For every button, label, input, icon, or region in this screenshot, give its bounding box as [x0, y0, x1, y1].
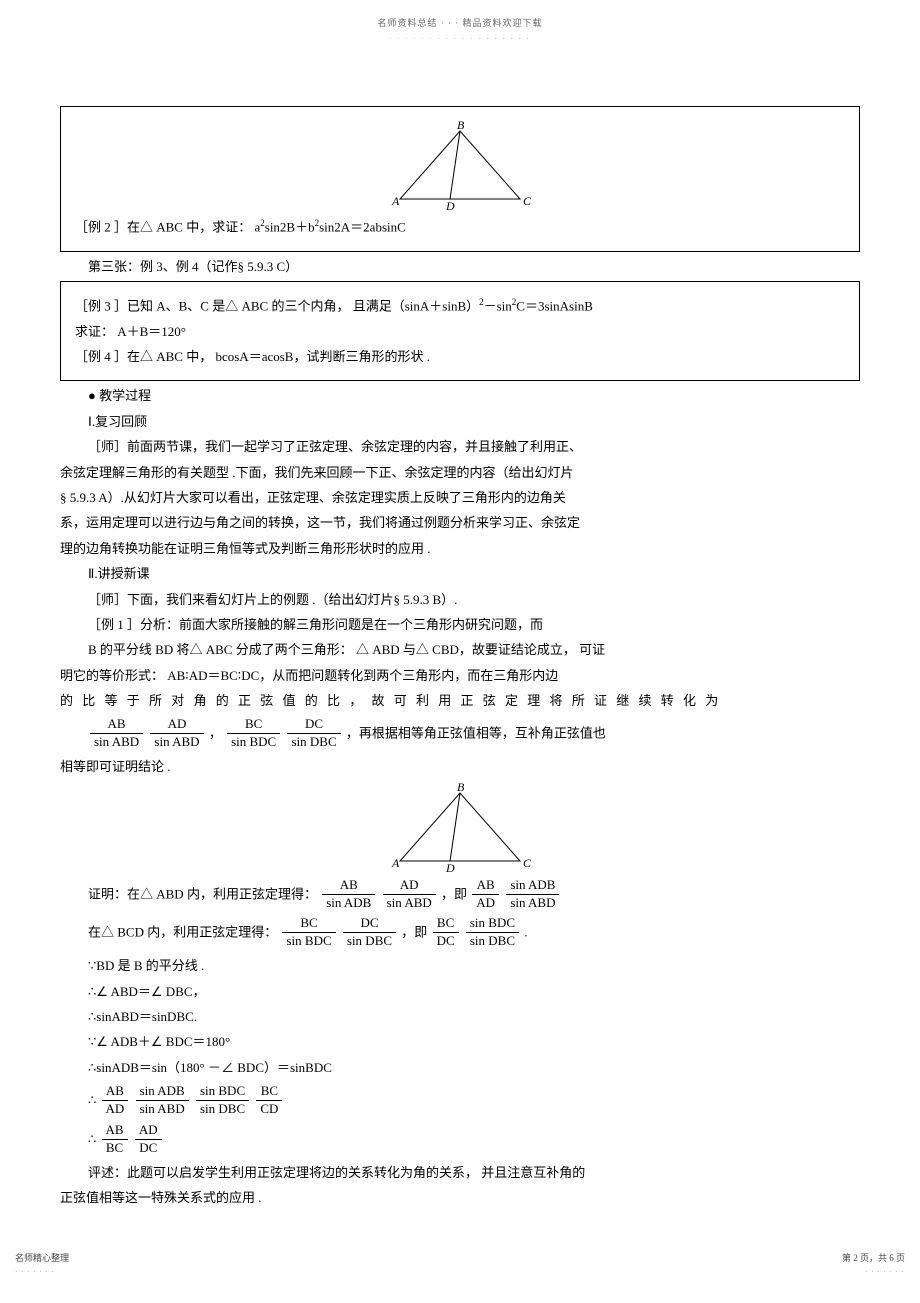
frac-dc-sindbc: DCsin DBC: [287, 716, 340, 751]
review-para-2: 正弦值相等这一特殊关系式的应用 .: [60, 1186, 860, 1209]
review-para-1: 评述：此题可以启发学生利用正弦定理将边的关系转化为角的关系， 并且注意互补角的: [60, 1161, 860, 1184]
vertex-c: C: [523, 194, 532, 208]
proof-line-3: ∵BD 是 B 的平分线 .: [60, 954, 860, 977]
frac-ab-sinabd: ABsin ABD: [90, 716, 143, 751]
example-3-text: ［例 3 ］已知 A、B、C 是△ ABC 的三个内角， 且满足（sinA＋si…: [75, 294, 845, 318]
proof-line-1: 证明：在△ ABD 内，利用正弦定理得： ABsin ADB ADsin ABD…: [60, 877, 860, 912]
footer-left-dots: · · · · · · ·: [15, 1266, 69, 1279]
proof-line-2: 在△ BCD 内，利用正弦定理得： BCsin BDC DCsin DBC ，即…: [60, 915, 860, 950]
proof-line-7: ∴sinADB＝sin（180° －∠ BDC）＝sinBDC: [60, 1056, 860, 1079]
review-heading: Ⅰ.复习回顾: [60, 410, 860, 433]
teach-new-heading: Ⅱ.讲授新课: [60, 562, 860, 585]
para-5: 理的边角转换功能在证明三角恒等式及判断三角形形状时的应用 .: [60, 537, 860, 560]
frac-bc-sinbdc: BCsin BDC: [227, 716, 280, 751]
para-4: 系，运用定理可以进行边与角之间的转换，这一节，我们将通过例题分析来学习正、余弦定: [60, 511, 860, 534]
vertex-d: D: [445, 199, 455, 211]
vertex-a-2: A: [391, 856, 400, 870]
vertex-d-2: D: [445, 861, 455, 873]
vertex-a: A: [391, 194, 400, 208]
third-slide-label: 第三张：例 3、例 4（记作§ 5.9.3 C）: [60, 255, 860, 278]
para-6: ［师］下面，我们来看幻灯片上的例题 .（给出幻灯片§ 5.9.3 B）.: [60, 588, 860, 611]
para-7: ［例 1 ］分析：前面大家所接触的解三角形问题是在一个三角形内研究问题，而: [60, 613, 860, 636]
fraction-line-1: ABsin ABD ADsin ABD ， BCsin BDC DCsin DB…: [60, 716, 860, 751]
header-dots: · · · · · · · · · · · · · · · · · ·: [60, 33, 860, 46]
triangle-diagram-2: A B C D: [380, 783, 540, 873]
vertex-c-2: C: [523, 856, 532, 870]
para-9: 明它的等价形式： AB∶AD＝BC∶DC，从而把问题转化到两个三角形内，而在三角…: [60, 664, 860, 687]
proof-line-5: ∴sinABD＝sinDBC.: [60, 1005, 860, 1028]
example-box-1: A B C D ［例 2 ］在△ ABC 中，求证： a2sin2B＋b2sin…: [60, 106, 860, 252]
para-12: 相等即可证明结论 .: [60, 755, 860, 778]
para-3: § 5.9.3 A）.从幻灯片大家可以看出，正弦定理、余弦定理实质上反映了三角形…: [60, 486, 860, 509]
example-2-text: ［例 2 ］在△ ABC 中，求证： a2sin2B＋b2sin2A＝2absi…: [75, 215, 845, 239]
example-4-text: ［例 4 ］在△ ABC 中， bcosA＝acosB，试判断三角形的形状 .: [75, 345, 845, 368]
frac-ad-sinabd: ADsin ABD: [150, 716, 203, 751]
footer-left-text: 名师精心整理: [15, 1250, 69, 1266]
para-8: B 的平分线 BD 将△ ABC 分成了两个三角形： △ ABD 与△ CBD，…: [60, 638, 860, 661]
example-3-prove: 求证： A＋B＝120°: [75, 320, 845, 343]
proof-line-6: ∵∠ ADB＋∠ BDC＝180°: [60, 1030, 860, 1053]
triangle-diagram-1: A B C D: [380, 121, 540, 211]
vertex-b: B: [457, 121, 465, 132]
header-title: 名师资料总结 · · · 精品资料欢迎下载: [60, 15, 860, 31]
footer-right-dots: · · · · · · ·: [842, 1266, 905, 1279]
para-10: 的 比 等 于 所 对 角 的 正 弦 值 的 比 ， 故 可 利 用 正 弦 …: [60, 689, 860, 712]
proof-line-8: ∴ ABAD sin ADBsin ABD sin BDCsin DBC BCC…: [60, 1083, 860, 1118]
proof-line-4: ∴∠ ABD＝∠ DBC，: [60, 980, 860, 1003]
vertex-b-2: B: [457, 783, 465, 794]
para-1: ［师］前面两节课，我们一起学习了正弦定理、余弦定理的内容，并且接触了利用正、: [60, 435, 860, 458]
footer-right-text: 第 2 页，共 6 页: [842, 1250, 905, 1266]
proof-line-9: ∴ ABBC ADDC: [60, 1122, 860, 1157]
teaching-process-heading: ● 教学过程: [60, 384, 860, 407]
para-2: 余弦定理解三角形的有关题型 .下面，我们先来回顾一下正、余弦定理的内容（给出幻灯…: [60, 461, 860, 484]
example-box-2: ［例 3 ］已知 A、B、C 是△ ABC 的三个内角， 且满足（sinA＋si…: [60, 281, 860, 382]
